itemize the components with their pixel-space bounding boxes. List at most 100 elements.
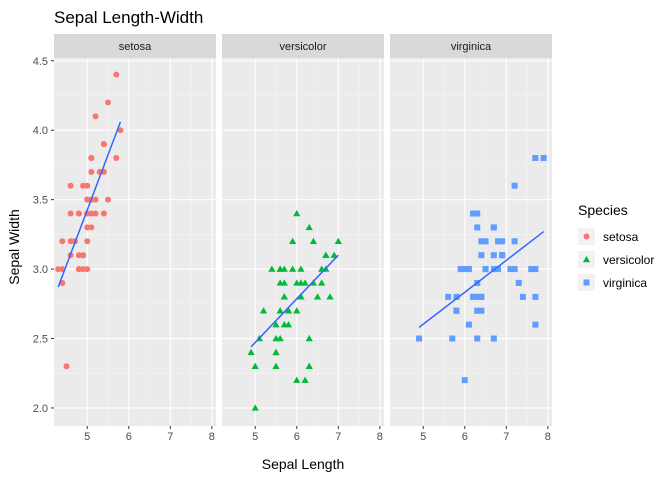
data-point <box>297 293 305 300</box>
facet-panels: setosa 5 6 7 8 versicolor 5 6 7 8 virginica 5 6 7 8 <box>54 34 552 443</box>
legend-label: setosa <box>603 230 639 244</box>
panel-background <box>390 58 552 426</box>
data-point <box>80 182 87 189</box>
data-point <box>511 238 518 245</box>
legend: Species setosa versicolor virginica <box>578 202 654 291</box>
data-point <box>301 376 309 383</box>
y-tick-label: 4.0 <box>33 125 48 137</box>
data-point <box>67 210 74 217</box>
data-point <box>482 238 489 245</box>
data-point <box>449 335 456 342</box>
data-point <box>284 307 293 314</box>
data-point <box>326 293 334 300</box>
legend-title: Species <box>578 202 628 218</box>
data-point <box>100 141 107 148</box>
data-point <box>251 362 259 369</box>
data-point <box>276 307 284 314</box>
data-point <box>330 251 338 258</box>
data-point <box>293 376 301 383</box>
data-point <box>474 307 481 314</box>
y-tick-label: 3.0 <box>33 264 48 276</box>
data-point <box>305 223 313 231</box>
data-point <box>88 210 95 217</box>
data-point <box>474 224 481 231</box>
data-point <box>461 266 468 273</box>
data-point <box>67 238 74 245</box>
data-point <box>495 238 501 245</box>
y-tick-label: 2.5 <box>33 334 48 346</box>
panel-background <box>54 58 216 426</box>
data-point <box>92 196 99 203</box>
legend-marker <box>583 233 590 240</box>
x-axis-title: Sepal Length <box>262 456 345 472</box>
data-point <box>465 321 472 328</box>
data-point <box>113 154 120 161</box>
data-point <box>313 293 322 300</box>
data-point <box>478 238 485 245</box>
data-point <box>55 266 62 273</box>
data-point <box>289 237 297 245</box>
data-point <box>301 279 309 286</box>
data-point <box>540 154 547 161</box>
regression-line <box>418 230 545 328</box>
data-point <box>284 321 293 328</box>
data-point <box>280 279 288 286</box>
x-tick-label: 6 <box>294 431 300 443</box>
data-point <box>478 293 485 300</box>
data-point <box>293 279 301 286</box>
data-point <box>470 210 477 217</box>
data-point <box>519 293 526 300</box>
data-point <box>297 265 305 272</box>
data-point <box>84 238 91 245</box>
data-point <box>532 266 539 273</box>
data-point <box>528 266 535 273</box>
data-point <box>499 252 506 259</box>
data-point <box>515 279 522 286</box>
data-point <box>272 334 280 342</box>
data-point <box>251 404 259 411</box>
data-point <box>457 266 464 273</box>
data-point <box>490 252 497 259</box>
data-point <box>482 266 489 273</box>
data-point <box>84 266 91 273</box>
data-point <box>117 127 124 134</box>
data-point <box>113 71 120 78</box>
data-point <box>461 377 468 384</box>
data-point <box>105 99 111 106</box>
panel-background <box>222 58 384 426</box>
x-tick-label: 8 <box>545 431 551 443</box>
x-tick-label: 7 <box>335 431 341 443</box>
data-point <box>280 265 288 272</box>
data-point <box>75 252 82 259</box>
y-axis-title: Sepal Width <box>6 209 22 284</box>
data-point <box>490 224 497 231</box>
facet-panel-setosa: setosa 5 6 7 8 <box>54 34 216 443</box>
y-tick-label: 4.5 <box>33 56 48 68</box>
data-point <box>474 335 481 342</box>
data-point <box>272 321 280 328</box>
x-tick-label: 8 <box>377 431 383 443</box>
data-point <box>92 210 99 217</box>
data-point <box>309 237 317 245</box>
data-point <box>474 293 481 300</box>
y-tick-label: 3.5 <box>33 195 48 207</box>
data-point <box>474 210 481 217</box>
data-point <box>334 237 342 245</box>
facet-strip-label: setosa <box>119 41 152 53</box>
data-point <box>75 210 82 217</box>
data-point <box>67 182 74 189</box>
legend-label: virginica <box>603 276 647 290</box>
data-point <box>532 321 539 328</box>
data-point <box>84 224 91 231</box>
x-tick-label: 8 <box>209 431 215 443</box>
data-point <box>88 168 95 175</box>
data-point <box>445 293 452 300</box>
data-point <box>495 266 501 273</box>
data-point <box>532 154 539 161</box>
data-point <box>465 266 472 273</box>
data-point <box>453 307 460 314</box>
y-tick-label: 2.0 <box>33 403 48 415</box>
points-virginica <box>416 154 547 384</box>
x-tick-label: 5 <box>420 431 426 443</box>
data-point <box>305 362 313 369</box>
